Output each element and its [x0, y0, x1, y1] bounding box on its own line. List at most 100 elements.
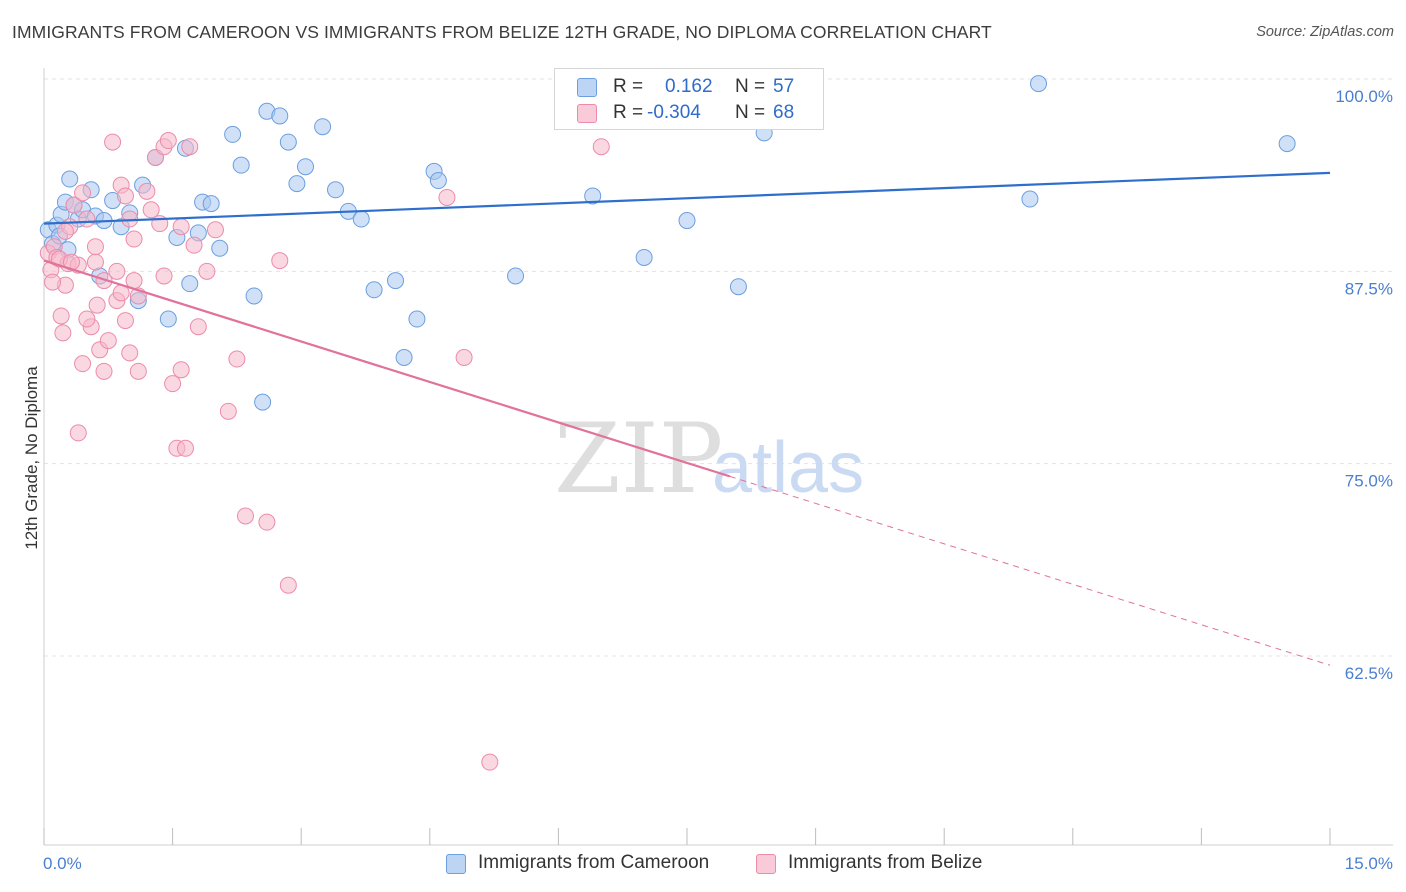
point-belize: [86, 253, 104, 271]
legend-swatch-pink: [756, 854, 776, 874]
point-cameroon: [224, 125, 242, 143]
trend-line-belize: [43, 259, 731, 478]
legend-n-value: 57: [773, 76, 795, 97]
point-cameroon: [1030, 75, 1048, 93]
point-cameroon: [254, 393, 272, 411]
point-belize: [78, 210, 96, 228]
point-cameroon: [314, 118, 332, 136]
legend-label-cameroon: Immigrants from Cameroon: [478, 852, 710, 873]
point-cameroon: [211, 239, 229, 257]
watermark-atlas: atlas: [712, 428, 864, 508]
point-cameroon: [271, 107, 289, 125]
point-belize: [181, 138, 199, 156]
axes: 62.5% 75.0% 87.5% 100.0%: [43, 68, 1393, 846]
point-belize: [185, 236, 203, 254]
point-belize: [164, 375, 182, 393]
point-belize: [455, 348, 473, 366]
point-belize: [138, 182, 156, 200]
point-cameroon: [387, 272, 405, 290]
point-belize: [74, 355, 92, 373]
point-cameroon: [202, 195, 220, 213]
point-cameroon: [729, 278, 747, 296]
legend-r-value: 0.162: [665, 76, 713, 97]
watermark-zip: ZIP: [554, 403, 723, 515]
point-cameroon: [61, 170, 79, 188]
point-belize: [54, 324, 72, 342]
trend-line-belize-extrapolated: [729, 475, 1331, 666]
legend-label-belize: Immigrants from Belize: [788, 852, 983, 873]
point-belize: [172, 218, 190, 236]
point-belize: [116, 312, 134, 330]
point-belize: [592, 138, 610, 156]
trend-line-cameroon: [43, 171, 1331, 225]
y-tick-label: 87.5%: [1345, 279, 1393, 298]
point-belize: [155, 267, 173, 285]
point-belize: [78, 310, 96, 328]
x-tick-label-min: 0.0%: [43, 854, 82, 873]
point-cameroon: [584, 187, 602, 205]
point-cameroon: [326, 181, 344, 199]
point-belize: [116, 187, 134, 205]
point-belize: [176, 439, 194, 457]
point-cameroon: [245, 287, 263, 305]
point-cameroon: [296, 158, 314, 176]
trend-lines: [43, 171, 1331, 666]
point-belize: [86, 238, 104, 256]
legend-r-label: R =: [613, 102, 644, 123]
point-cameroon: [1021, 190, 1039, 208]
point-belize: [438, 188, 456, 206]
point-belize: [125, 230, 143, 248]
point-cameroon: [352, 210, 370, 228]
point-belize: [172, 361, 190, 379]
point-belize: [88, 296, 106, 314]
point-belize: [129, 362, 147, 380]
legend-swatch-blue: [577, 78, 597, 97]
point-belize: [236, 507, 254, 525]
y-tick-label: 75.0%: [1345, 472, 1393, 491]
point-belize: [52, 307, 70, 325]
y-tick-label: 100.0%: [1335, 87, 1393, 106]
legend-swatch-blue: [446, 854, 466, 874]
chart-title: IMMIGRANTS FROM CAMEROON VS IMMIGRANTS F…: [12, 22, 992, 42]
point-belize: [142, 201, 160, 219]
point-cameroon: [288, 175, 306, 193]
legend-n-value: 68: [773, 102, 795, 123]
point-belize: [74, 184, 92, 202]
points: [39, 75, 1296, 771]
point-cameroon: [429, 172, 447, 190]
point-belize: [271, 252, 289, 270]
point-belize: [198, 262, 216, 280]
point-belize: [481, 753, 499, 771]
point-cameroon: [395, 348, 413, 366]
point-belize: [44, 273, 62, 291]
point-belize: [279, 576, 297, 594]
point-cameroon: [232, 156, 250, 174]
x-tick-label-max: 15.0%: [1345, 854, 1393, 873]
point-belize: [95, 362, 113, 380]
point-belize: [206, 221, 224, 239]
point-cameroon: [678, 212, 696, 230]
point-belize: [65, 196, 83, 214]
legend-swatch-pink: [577, 104, 597, 123]
point-belize: [104, 133, 122, 151]
y-tick-label: 62.5%: [1345, 664, 1393, 683]
point-cameroon: [507, 267, 525, 285]
legend-r-value: -0.304: [647, 102, 701, 123]
point-belize: [219, 402, 237, 420]
point-belize: [56, 222, 74, 240]
point-belize: [159, 132, 177, 150]
point-belize: [258, 513, 276, 531]
point-belize: [228, 350, 246, 368]
point-cameroon: [159, 310, 177, 328]
y-axis-label: 12th Grade, No Diploma: [22, 366, 41, 550]
chart-source: Source: ZipAtlas.com: [1256, 24, 1394, 40]
point-belize: [189, 318, 207, 336]
watermark: ZIP atlas: [554, 403, 864, 515]
point-cameroon: [181, 275, 199, 293]
legend-r-label: R =: [613, 76, 644, 97]
point-belize: [69, 424, 87, 442]
point-cameroon: [1278, 135, 1296, 153]
correlation-legend: R = 0.162 N = 57 R = -0.304 N = 68: [554, 68, 824, 130]
point-cameroon: [365, 281, 383, 299]
